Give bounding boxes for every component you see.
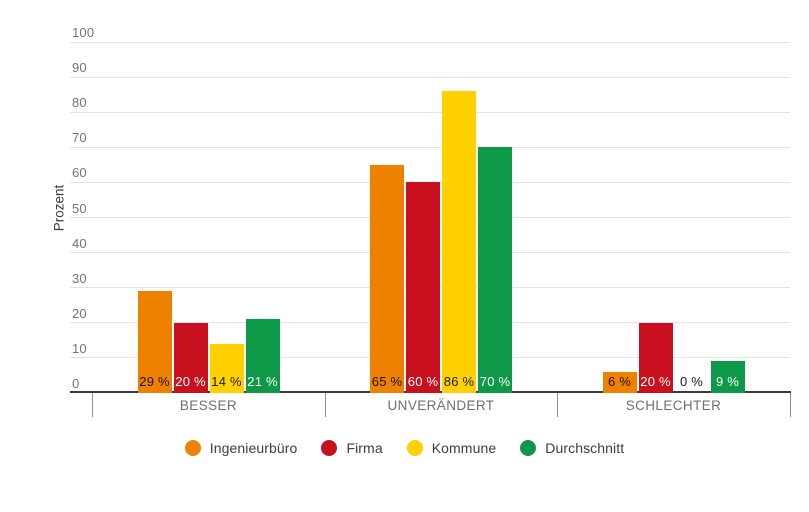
y-tick-label: 0	[72, 376, 80, 391]
bar	[710, 361, 745, 393]
category-label: UNVERÄNDERT	[387, 398, 495, 413]
y-tick-label: 20	[72, 305, 87, 321]
bar	[478, 147, 512, 393]
y-tick-label: 10	[72, 340, 87, 356]
category-label: BESSER	[179, 398, 238, 413]
bar-value-label: 29 %	[139, 374, 170, 389]
x-axis-tick	[790, 393, 791, 417]
bar	[370, 164, 404, 393]
gridline	[70, 76, 790, 78]
bar	[173, 322, 208, 393]
bar	[602, 371, 637, 393]
gridline	[70, 146, 790, 148]
bar-value-label: 9 %	[715, 374, 739, 389]
legend-item: Ingenieurbüro	[184, 440, 298, 456]
legend: Ingenieurbüro Firma Kommune Durchschnitt	[0, 440, 809, 456]
legend-swatch-icon	[406, 440, 423, 456]
y-tick-label: 40	[72, 235, 87, 251]
bar-value-label: 70 %	[479, 374, 511, 389]
bar-value-label: 21 %	[247, 374, 278, 389]
bar-value-label: 20 %	[175, 374, 206, 389]
y-tick-label: 60	[72, 165, 87, 181]
y-tick-label: 100	[72, 25, 95, 40]
legend-item: Kommune	[406, 440, 497, 456]
x-axis-tick	[92, 393, 93, 417]
legend-swatch-icon	[321, 440, 338, 456]
bar	[245, 319, 280, 393]
x-axis-tick	[557, 393, 558, 417]
bar	[442, 91, 476, 393]
bar-value-label: 20 %	[640, 374, 671, 389]
gridline	[70, 111, 790, 113]
y-tick-label: 50	[72, 200, 87, 216]
bar-value-label: 86 %	[443, 374, 475, 389]
y-tick-label: 30	[72, 270, 87, 286]
legend-swatch-icon	[184, 440, 201, 456]
category-label: SCHLECHTER	[625, 398, 722, 413]
y-axis-title-text: Prozent	[51, 184, 67, 232]
legend-label: Kommune	[431, 440, 497, 456]
bar-value-label: 14 %	[211, 374, 242, 389]
legend-label: Ingenieurbüro	[209, 440, 298, 456]
legend-label: Durchschnitt	[545, 440, 625, 456]
bar	[638, 322, 673, 393]
y-tick-label: 90	[72, 60, 87, 76]
bar	[406, 182, 440, 393]
bar-value-label: 60 %	[407, 374, 439, 389]
bar	[137, 291, 172, 393]
bar	[209, 343, 244, 393]
bar-value-label: 6 %	[607, 374, 631, 389]
gridline	[70, 41, 790, 43]
y-tick-label: 80	[72, 95, 87, 111]
x-axis-tick	[325, 393, 326, 417]
legend-label: Firma	[346, 440, 383, 456]
legend-item: Firma	[321, 440, 383, 456]
y-tick-label: 70	[72, 130, 87, 146]
legend-swatch-icon	[520, 440, 537, 456]
bar-value-label: 65 %	[371, 374, 403, 389]
legend-item: Durchschnitt	[520, 440, 624, 456]
bar-value-label: 0 %	[679, 374, 703, 389]
